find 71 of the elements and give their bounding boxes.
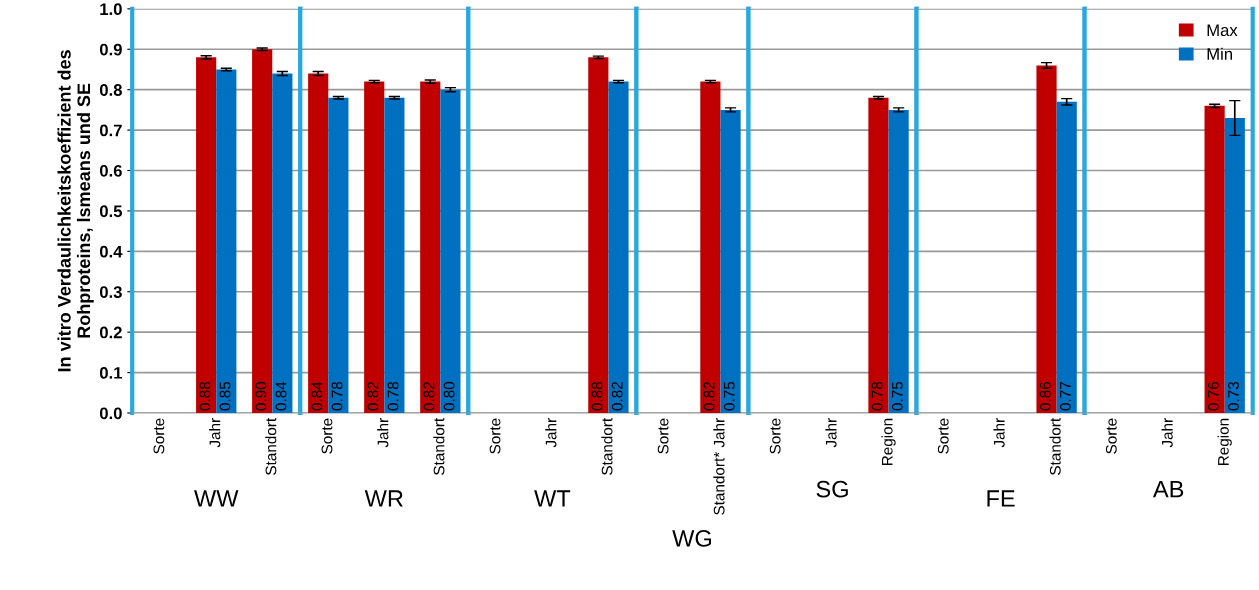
x-axis-title: WR	[364, 490, 403, 507]
x-tick-label: Sorte	[1105, 418, 1117, 454]
bar	[252, 49, 273, 413]
bar	[196, 57, 217, 413]
y-tick-label: 0.6	[99, 164, 122, 177]
y-tick-label: 0.5	[99, 205, 123, 218]
bar	[440, 89, 461, 413]
y-tick-label: 0.7	[99, 124, 122, 137]
y-tick-label: 1.0	[100, 3, 122, 16]
data-label: 0.88	[591, 381, 603, 411]
x-tick-label: Jahr	[993, 418, 1005, 448]
y-axis-title: In vitro Verdaulichkeitskoeffizient des Rohproteins, lsmeans und SE	[57, 50, 94, 372]
bar	[272, 73, 293, 413]
x-tick-label: Region	[881, 418, 896, 466]
x-tick-label: Standort	[265, 417, 277, 475]
x-tick-label: Sorte	[153, 418, 165, 454]
data-label: 0.78	[387, 381, 399, 411]
data-label: 0.82	[703, 382, 715, 411]
x-axis-title: AB	[1152, 481, 1184, 498]
legend-label: Min	[1207, 47, 1232, 60]
data-label: 0.73	[1228, 381, 1239, 411]
y-tick-label: 0.9	[99, 43, 122, 56]
x-tick-label: Sorte	[937, 418, 949, 454]
bar	[216, 69, 237, 413]
x-tick-label: Region	[1217, 418, 1232, 466]
y-tick-label: 0.4	[99, 245, 123, 258]
data-label: 0.76	[1207, 381, 1219, 411]
x-axis-title: SG	[816, 480, 848, 498]
bar	[420, 81, 441, 413]
data-label: 0.82	[423, 382, 435, 411]
x-tick-label: Standort	[601, 417, 613, 475]
data-label: 0.85	[219, 381, 231, 411]
data-label: 0.80	[443, 381, 455, 411]
x-tick-label: Sorte	[321, 418, 333, 454]
x-tick-label: Standort	[1049, 417, 1061, 475]
x-tick-label: Sorte	[657, 418, 669, 454]
x-tick-label: Standort	[433, 417, 445, 475]
data-label: 0.77	[1059, 382, 1071, 411]
data-label: 0.78	[331, 381, 343, 411]
data-label: 0.84	[311, 381, 323, 411]
data-label: 0.82	[367, 382, 379, 411]
x-tick-label: Jahr	[545, 418, 557, 448]
bar	[364, 81, 385, 413]
data-label: 0.75	[723, 381, 735, 411]
x-tick-label: Sorte	[769, 418, 781, 454]
y-tick-label: 0.0	[99, 407, 122, 420]
bar	[308, 73, 329, 413]
bar	[328, 97, 349, 413]
data-label: 0.82	[611, 382, 623, 411]
x-axis-title: WT	[534, 490, 571, 507]
data-label: 0.86	[1039, 381, 1051, 411]
y-tick-label: 0.1	[99, 366, 123, 379]
data-label: 0.90	[255, 381, 267, 411]
data-label: 0.75	[891, 381, 903, 411]
data-label: 0.88	[199, 381, 211, 411]
x-tick-label: Jahr	[1161, 418, 1173, 448]
bar	[384, 97, 405, 413]
x-tick-label: Sorte	[489, 418, 501, 454]
x-tick-label: Jahr	[377, 418, 389, 448]
y-tick-label: 0.2	[99, 326, 122, 339]
legend-label: Max	[1207, 24, 1238, 37]
y-tick-label: 0.3	[99, 286, 122, 298]
data-label: 0.78	[871, 381, 883, 411]
x-tick-label: Standort* Jahr	[713, 418, 725, 515]
x-axis-title: WW	[194, 490, 239, 507]
x-tick-label: Jahr	[209, 418, 221, 448]
x-tick-label: Jahr	[825, 418, 837, 448]
y-tick-label: 0.8	[99, 84, 122, 96]
data-label: 0.84	[275, 381, 287, 411]
x-axis-title: WG	[672, 530, 712, 547]
x-axis-title: FE	[987, 490, 1015, 507]
